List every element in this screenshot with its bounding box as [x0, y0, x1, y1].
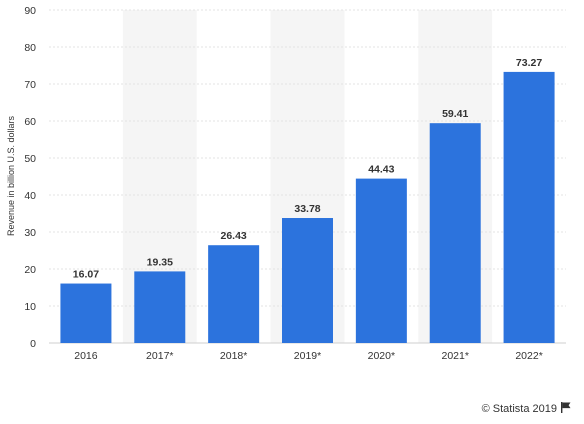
x-tick-label: 2022* [515, 350, 542, 362]
bar[interactable] [208, 245, 260, 343]
x-tick-label: 2020* [368, 350, 395, 362]
bar-value-label: 33.78 [294, 203, 320, 215]
bar-value-label: 16.07 [73, 269, 99, 281]
x-tick-label: 2019* [294, 350, 321, 362]
y-tick-label: 90 [24, 5, 36, 17]
x-tick-label: 2017* [146, 350, 173, 362]
y-tick-label: 70 [24, 79, 36, 91]
y-tick-label: 40 [24, 190, 36, 202]
x-tick-label: 2016 [74, 350, 98, 362]
y-tick-label: 30 [24, 227, 36, 239]
y-axis-ticks: 0 10 20 30 40 50 60 70 80 90 [24, 5, 36, 350]
bar-value-label: 19.35 [147, 256, 173, 268]
bar[interactable] [282, 218, 333, 343]
y-tick-label: 10 [24, 301, 36, 313]
bar-value-label: 44.43 [368, 164, 394, 176]
y-tick-label: 60 [24, 116, 36, 128]
bar[interactable] [60, 283, 112, 343]
bar[interactable] [355, 178, 407, 343]
x-tick-label: 2021* [441, 350, 468, 362]
bar-value-label: 26.43 [221, 230, 247, 242]
flag-icon[interactable] [561, 402, 571, 413]
credit-text[interactable]: © Statista 2019 [482, 403, 557, 415]
y-axis-title: Revenue in billion U.S. dollars [6, 115, 16, 236]
bar-value-label: 73.27 [516, 57, 542, 69]
bars: 16.07 19.35 26.43 33.78 44.43 59.41 73.27 [60, 57, 555, 343]
bar[interactable] [503, 71, 555, 343]
credit[interactable]: © Statista 2019 [482, 402, 571, 415]
y-tick-label: 50 [24, 153, 36, 165]
x-tick-label: 2018* [220, 350, 247, 362]
bar[interactable] [429, 123, 481, 343]
y-tick-label: 80 [24, 42, 36, 54]
bar-value-label: 59.41 [442, 108, 468, 120]
x-axis-ticks: 2016 2017* 2018* 2019* 2020* 2021* 2022* [74, 350, 543, 362]
y-tick-label: 20 [24, 264, 36, 276]
y-tick-label: 0 [30, 338, 36, 350]
bar[interactable] [134, 271, 186, 343]
